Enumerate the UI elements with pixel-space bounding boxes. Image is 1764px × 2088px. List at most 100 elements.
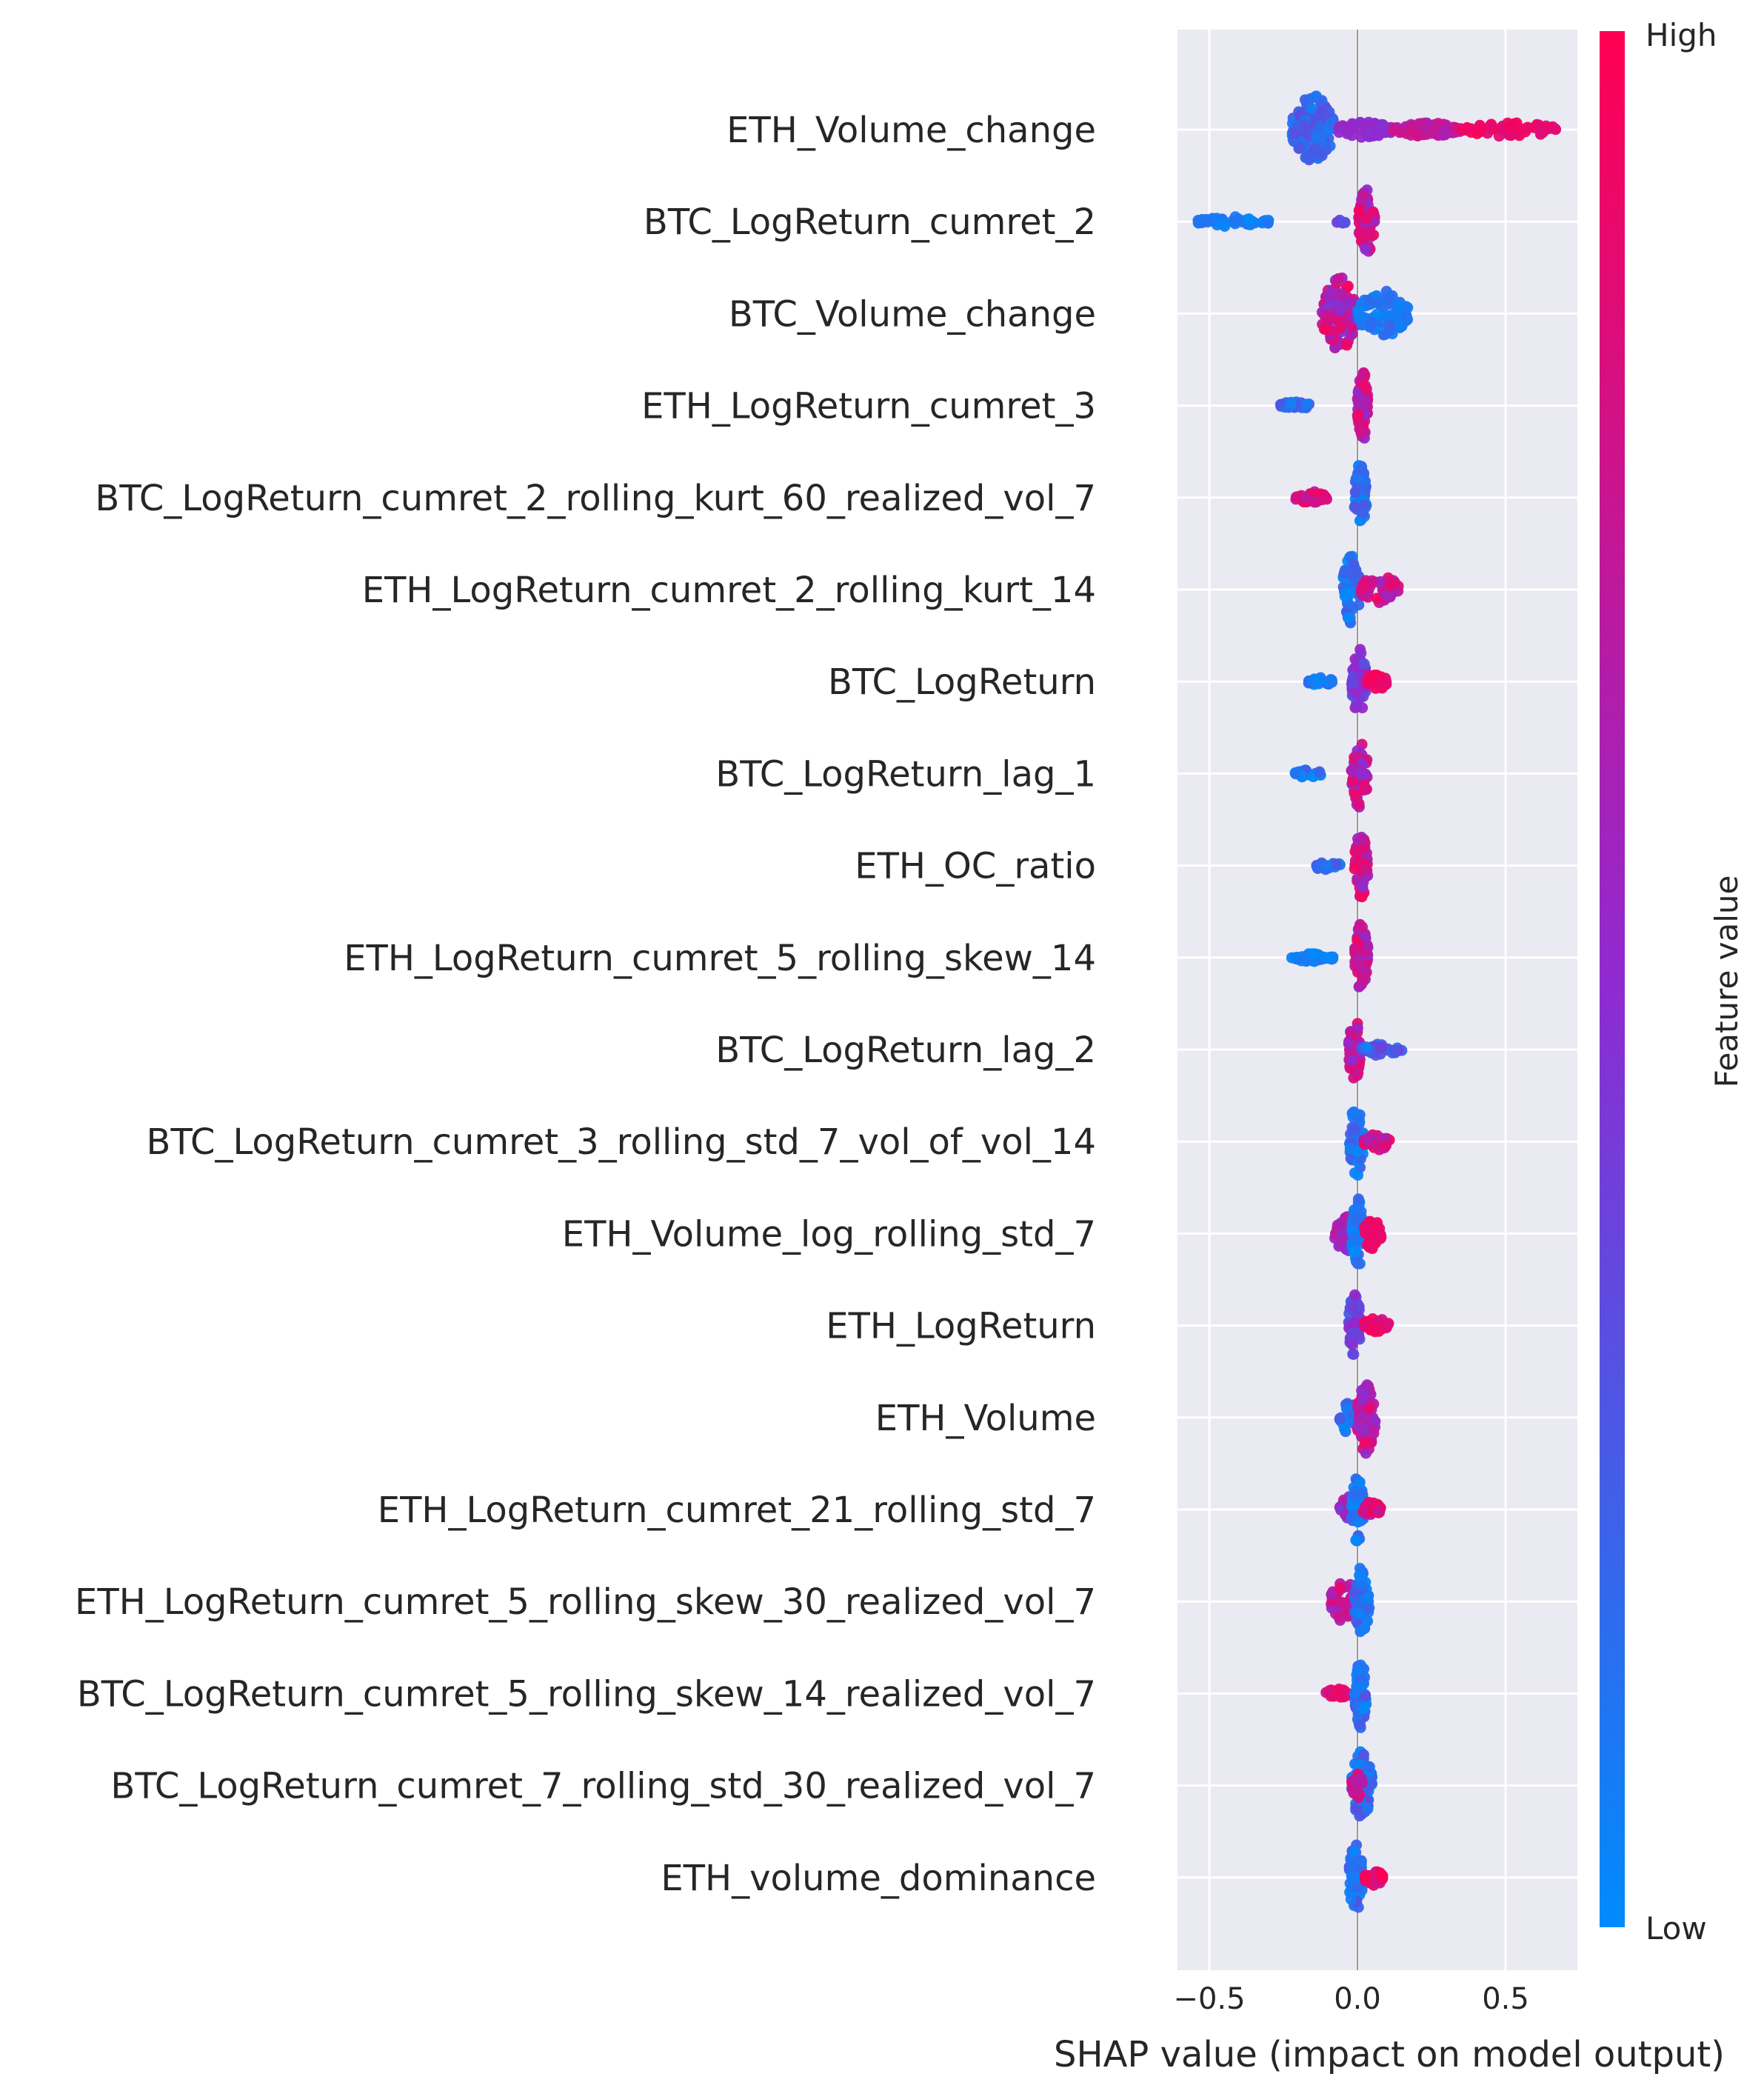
shap-point [1314, 120, 1326, 132]
shap-point [1359, 769, 1371, 781]
feature-row-points [1326, 1563, 1375, 1638]
shap-point [1321, 315, 1333, 326]
shap-point [1359, 380, 1371, 391]
shap-point [1345, 1893, 1357, 1905]
feature-row-points [1286, 90, 1562, 166]
feature-row-points [1343, 1106, 1395, 1181]
shap-point [1312, 862, 1323, 873]
shap-point [1298, 119, 1310, 130]
shap-point [1320, 491, 1332, 503]
x-tick-label: −0.5 [1173, 1982, 1245, 2016]
shap-point [1343, 1038, 1354, 1050]
shap-point [1366, 575, 1378, 587]
x-axis-title: SHAP value (impact on model output) [1054, 2034, 1725, 2075]
shap-point [1377, 1870, 1389, 1882]
shap-point [1348, 1204, 1360, 1216]
colorbar: High Low Feature value [1600, 17, 1745, 1947]
shap-point [1380, 310, 1392, 322]
shap-point [1360, 1593, 1372, 1605]
shap-point [1340, 1403, 1352, 1415]
shap-point [1343, 612, 1354, 624]
shap-point [1353, 599, 1365, 611]
shap-point [1402, 313, 1414, 325]
shap-point [1354, 1718, 1366, 1730]
feature-label: ETH_LogReturn_cumret_21_rolling_std_7 [378, 1490, 1096, 1531]
shap-point [1372, 297, 1384, 309]
shap-point [1356, 891, 1368, 903]
shap-point [1362, 941, 1374, 953]
shap-point [1357, 973, 1369, 985]
shap-point [1493, 130, 1505, 142]
shap-point [1346, 1339, 1358, 1350]
plot-area [1177, 30, 1577, 1970]
shap-point [1355, 1856, 1367, 1868]
shap-point [1360, 213, 1372, 224]
shap-point [1522, 121, 1534, 133]
shap-point [1476, 124, 1488, 136]
shap-point [1367, 1424, 1379, 1435]
shap-point [1353, 1608, 1365, 1620]
shap-point [1348, 1106, 1360, 1118]
feature-label: ETH_LogReturn_cumret_3 [641, 386, 1096, 427]
shap-point [1371, 1220, 1383, 1232]
shap-point [1359, 931, 1371, 943]
shap-point [1392, 306, 1403, 318]
shap-point [1353, 798, 1365, 810]
feature-row-points [1316, 272, 1414, 354]
feature-row-points [1290, 460, 1372, 527]
shap-point [1374, 1233, 1386, 1244]
shap-point [1354, 1571, 1366, 1583]
shap-point [1357, 758, 1368, 770]
shap-point [1360, 227, 1372, 239]
shap-point [1321, 860, 1333, 872]
shap-point [1347, 1869, 1359, 1881]
shap-point [1318, 323, 1330, 335]
shap-point [1360, 1041, 1372, 1053]
shap-point [1360, 396, 1372, 408]
shap-point [1349, 1318, 1361, 1329]
shap-point [1349, 787, 1360, 799]
shap-point [1289, 127, 1300, 139]
shap-point [1357, 1488, 1368, 1500]
feature-row-points [1343, 1839, 1389, 1913]
shap-point [1371, 308, 1383, 320]
shap-point [1356, 1580, 1368, 1592]
feature-row-points [1320, 1659, 1372, 1733]
shap-point [1326, 1589, 1337, 1601]
shap-point [1348, 1349, 1360, 1360]
shap-point [1334, 1582, 1346, 1594]
feature-label: ETH_Volume_log_rolling_std_7 [562, 1213, 1096, 1255]
shap-point [1341, 339, 1353, 351]
feature-label: BTC_Volume_change [729, 293, 1096, 335]
shap-point [1511, 123, 1523, 134]
colorbar-gradient [1600, 31, 1625, 1927]
shap-point [1349, 1124, 1360, 1136]
shap-point [1355, 647, 1367, 659]
shap-point [1243, 213, 1254, 224]
shap-point [1335, 1596, 1347, 1608]
shap-point [1333, 1611, 1345, 1623]
feature-label: ETH_Volume [875, 1398, 1096, 1439]
plot-background [1177, 30, 1577, 1970]
shap-point [1338, 216, 1350, 228]
shap-point [1358, 658, 1370, 670]
shap-point [1362, 1615, 1374, 1627]
shap-point [1342, 280, 1354, 292]
shap-point [1363, 1403, 1375, 1414]
shap-point [1344, 1143, 1356, 1155]
shap-point [1333, 127, 1345, 139]
feature-label: ETH_LogReturn [826, 1306, 1096, 1347]
feature-label: ETH_OC_ratio [855, 846, 1096, 887]
feature-row-points [1303, 644, 1392, 714]
shap-point [1388, 578, 1400, 590]
shap-point [1354, 959, 1366, 971]
shap-point [1319, 952, 1331, 964]
shap-point [1314, 766, 1326, 778]
shap-point [1407, 124, 1418, 136]
shap-point [1339, 1423, 1350, 1435]
shap-point [1346, 122, 1357, 134]
shap-point [1402, 301, 1414, 313]
beeswarm-points [1192, 90, 1562, 1913]
colorbar-low-label: Low [1646, 1910, 1707, 1947]
